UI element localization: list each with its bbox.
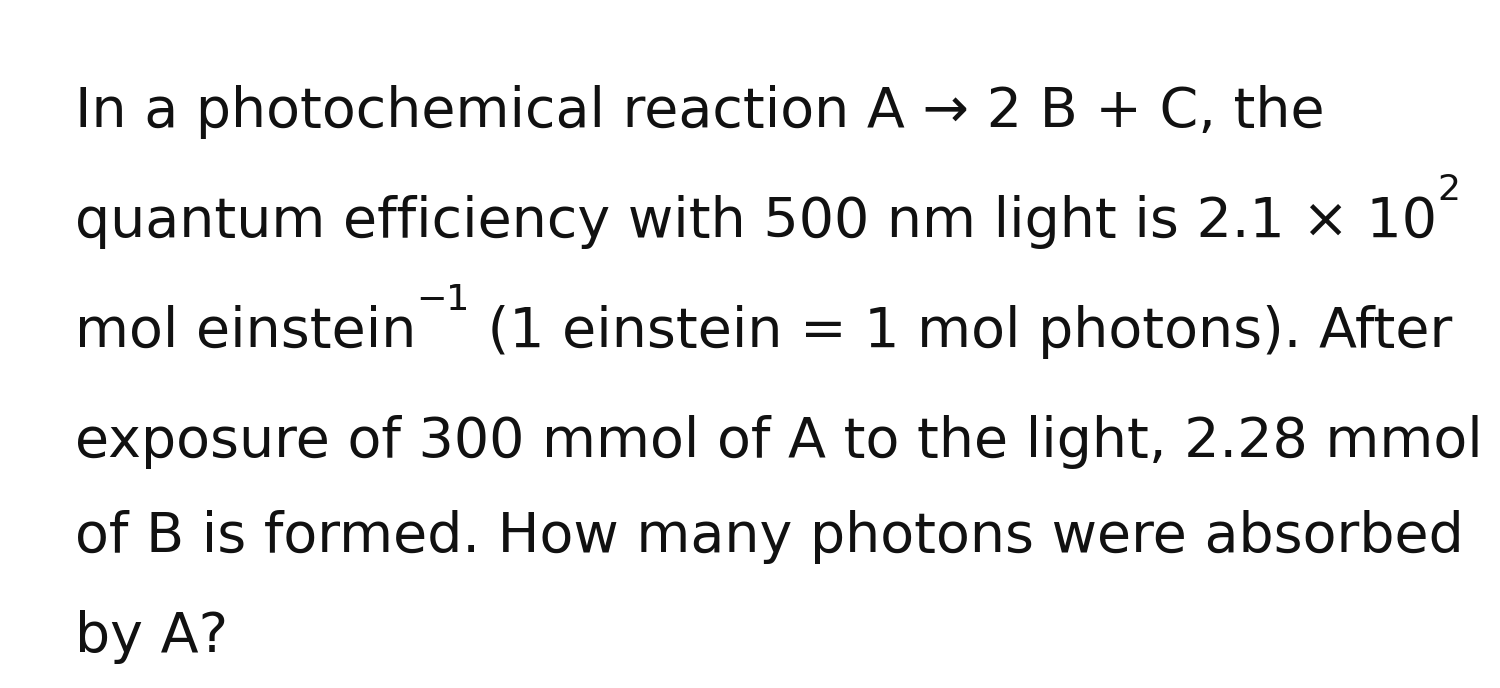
Text: −1: −1 xyxy=(417,283,470,317)
Text: by A?: by A? xyxy=(75,610,228,664)
Text: quantum efficiency with 500 nm light is 2.1 × 10: quantum efficiency with 500 nm light is … xyxy=(75,195,1437,249)
Text: mol einstein: mol einstein xyxy=(75,305,417,359)
Text: of B is formed. How many photons were absorbed: of B is formed. How many photons were ab… xyxy=(75,510,1464,564)
Text: exposure of 300 mmol of A to the light, 2.28 mmol: exposure of 300 mmol of A to the light, … xyxy=(75,415,1482,469)
Text: 2: 2 xyxy=(1437,173,1460,207)
Text: −1: −1 xyxy=(417,283,470,317)
Text: In a photochemical reaction A → 2 B + C, the: In a photochemical reaction A → 2 B + C,… xyxy=(75,85,1324,139)
Text: (1 einstein = 1 mol photons). After: (1 einstein = 1 mol photons). After xyxy=(470,305,1452,359)
